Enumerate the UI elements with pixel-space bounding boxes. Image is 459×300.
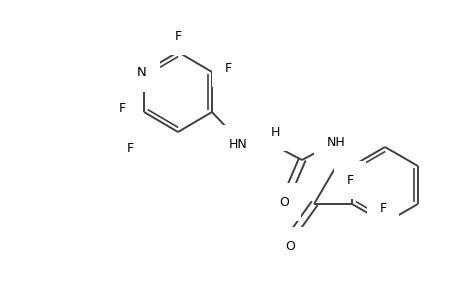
Text: F: F	[118, 101, 125, 115]
Text: N: N	[137, 65, 146, 79]
Text: F: F	[174, 29, 181, 43]
Text: H: H	[270, 125, 279, 139]
Text: F: F	[346, 173, 353, 187]
Text: F: F	[224, 61, 231, 74]
Text: F: F	[126, 142, 133, 154]
Text: O: O	[285, 239, 294, 253]
Text: NH: NH	[326, 136, 345, 148]
Text: HN: HN	[228, 137, 247, 151]
Text: F: F	[379, 202, 386, 215]
Text: O: O	[279, 196, 288, 208]
